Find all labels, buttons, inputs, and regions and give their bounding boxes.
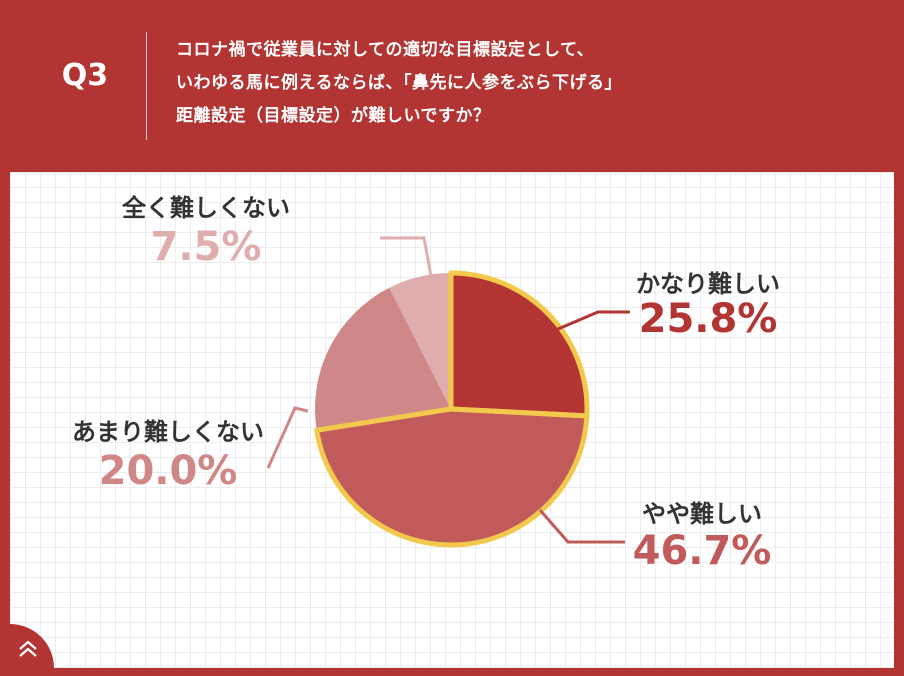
leader-line-1 [550,310,630,334]
header-divider [146,32,147,140]
slice-value-4: 7.5% [151,224,262,270]
pie-slice-1 [451,273,587,416]
slice-value-1: 25.8% [639,296,778,342]
pie-slice-2 [316,409,587,546]
question-text: コロナ禍で従業員に対しての適切な目標設定として、 いわゆる馬に例えるならば、「鼻… [176,34,876,133]
pie-slice-4 [389,273,451,409]
chevron-up-double-icon [19,640,37,657]
question-line-3: 距離設定（目標設定）が難しいですか？ [176,106,491,126]
slice-label-2: やや難しい [642,500,762,528]
pie-slice-3 [315,287,451,431]
pie-slice-outline-1 [448,270,590,419]
question-number: Q3 [61,58,109,93]
leader-line-2 [538,509,625,544]
question-line-1: コロナ禍で従業員に対しての適切な目標設定として、 [176,40,595,60]
question-line-2: いわゆる馬に例えるならば、「鼻先に人参をぶら下げる」 [176,73,622,93]
slice-value-3: 20.0% [99,448,238,494]
leader-line-4 [380,236,433,277]
slice-label-3: あまり難しくない [72,418,264,446]
slice-label-4: 全く難しくない [121,194,290,222]
chart-panel: かなり難しい 25.8% やや難しい 46.7% あまり難しくない 20.0% 全く難しくな… [10,172,894,668]
pie-slice-outline-2 [314,406,590,548]
slice-label-1: かなり難しい [636,270,780,298]
slice-value-2: 46.7% [633,528,772,574]
leader-line-3 [266,406,309,469]
